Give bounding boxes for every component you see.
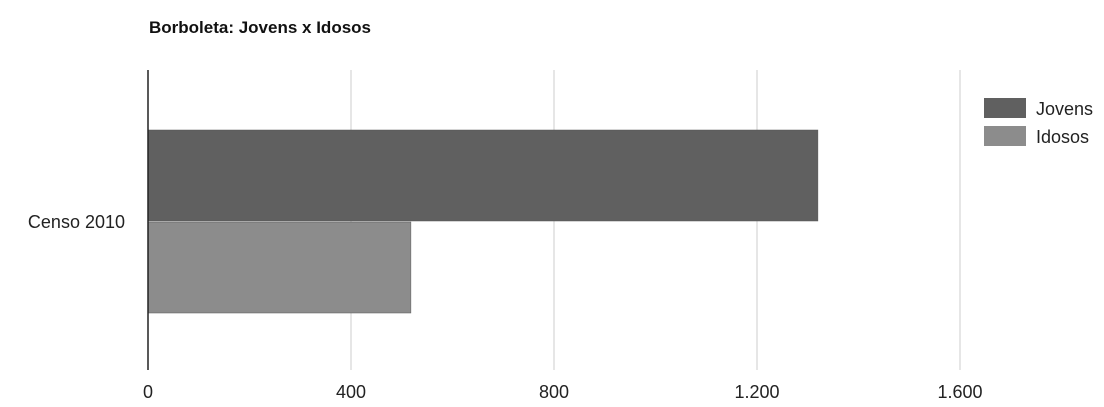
x-tick-label: 800 <box>539 382 569 402</box>
x-tick-label: 1.200 <box>734 382 779 402</box>
legend-label-idosos: Idosos <box>1036 127 1089 147</box>
legend-swatch-jovens <box>984 98 1026 118</box>
bars <box>147 129 819 314</box>
legend-label-jovens: Jovens <box>1036 99 1093 119</box>
chart-title: Borboleta: Jovens x Idosos <box>149 18 371 37</box>
bar-idosos <box>147 221 412 314</box>
bar-jovens <box>147 129 819 222</box>
x-tick-label: 0 <box>143 382 153 402</box>
legend-swatch-idosos <box>984 126 1026 146</box>
category-label: Censo 2010 <box>28 212 125 232</box>
x-axis-tick-labels: 0 400 800 1.200 1.600 <box>143 382 983 402</box>
x-tick-label: 1.600 <box>937 382 982 402</box>
x-tick-label: 400 <box>336 382 366 402</box>
legend: Jovens Idosos <box>984 98 1093 147</box>
y-axis-category-labels: Censo 2010 <box>28 212 125 232</box>
